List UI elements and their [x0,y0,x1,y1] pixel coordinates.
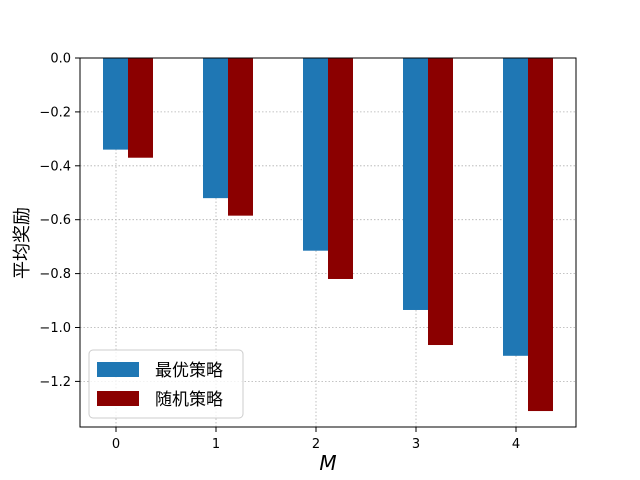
y-tick-label: −0.4 [39,159,71,174]
bar-random-2 [328,58,353,279]
x-tick-label: 2 [312,437,320,452]
y-tick-label: −0.8 [39,267,71,282]
legend: 最优策略 随机策略 [88,349,244,419]
bar-optimal-2 [303,58,328,251]
y-tick-label: −0.2 [39,105,71,120]
bar-optimal-3 [403,58,428,310]
bars [103,58,553,412]
y-tick-label: 0.0 [50,52,71,67]
bar-random-3 [428,58,453,346]
x-axis-label: M [319,451,336,475]
x-tick-label: 4 [512,437,520,452]
bar-random-1 [228,58,253,216]
legend-label-optimal: 最优策略 [155,361,223,381]
bar-optimal-4 [503,58,528,356]
x-tick-label: 0 [112,437,120,452]
x-tick-label: 1 [212,437,220,452]
legend-swatch-random [97,391,139,406]
y-tick-label: −0.6 [39,213,71,228]
bar-random-4 [528,58,553,412]
ticks: 0.0 −0.2 −0.4 −0.6 −0.8 −1.0 −1.2 0 1 2 3 4 [39,52,520,453]
bar-random-0 [128,58,153,158]
y-tick-label: −1.0 [39,321,71,336]
legend-label-random: 随机策略 [155,390,223,410]
legend-swatch-optimal [97,362,139,377]
bar-optimal-1 [203,58,228,199]
y-tick-label: −1.2 [39,375,71,390]
bar-optimal-0 [103,58,128,150]
x-tick-label: 3 [412,437,420,452]
y-axis-label: 平均奖励 [12,207,33,279]
plot-frame [79,57,577,428]
